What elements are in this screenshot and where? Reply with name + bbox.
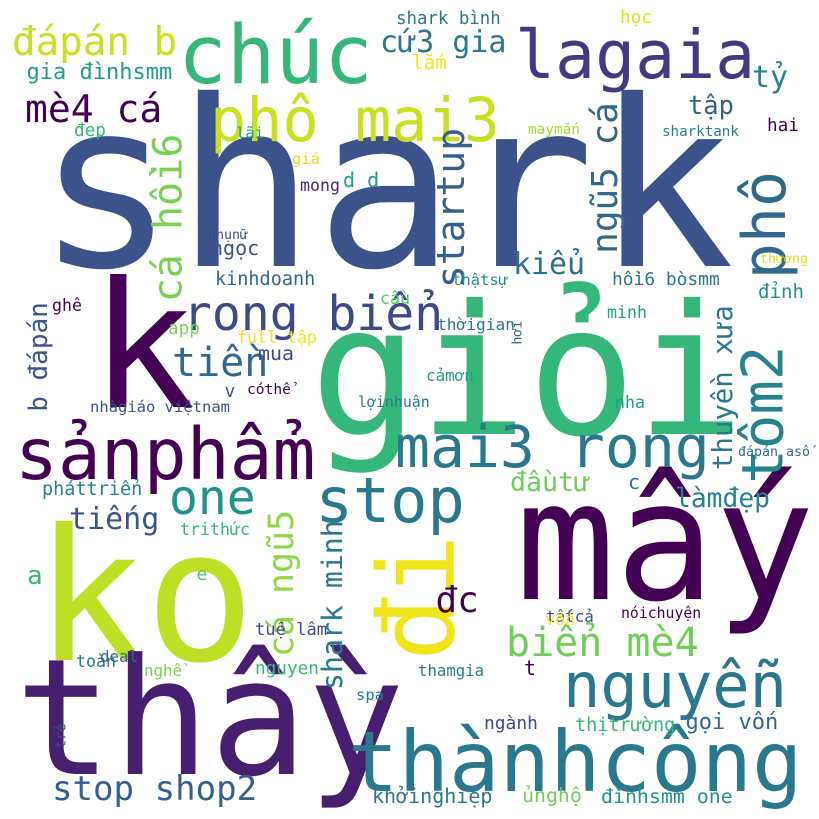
word: tiền [172, 340, 269, 386]
word: stop [315, 464, 465, 537]
word: stop shop2 [52, 769, 258, 809]
word: cá hồi6 [144, 133, 191, 302]
word: ghê [52, 295, 82, 315]
word: app [168, 319, 200, 339]
word: t [524, 656, 537, 680]
word: full tập [237, 327, 317, 347]
word: nóichuyện [621, 604, 702, 622]
word: thuyền xưa [707, 305, 739, 471]
word: tập [688, 89, 734, 120]
word: thậtsự [452, 271, 508, 289]
word: hồi6 bòsmm [612, 269, 720, 290]
word: kiểu [513, 247, 585, 282]
word: lắm [412, 50, 447, 74]
word: cảmơn [426, 366, 474, 385]
word: tôm2 [729, 345, 797, 484]
word: gọi vốn [685, 710, 779, 735]
word: biển mè4 [506, 620, 699, 666]
word: nguyen [255, 659, 319, 679]
word: đìnhsmm one [601, 785, 733, 808]
word: mấy [515, 445, 815, 639]
word: tuệ lâm [255, 619, 328, 640]
word: đẹp [74, 121, 106, 141]
word: khởinghiệp [372, 784, 493, 808]
word: startup [429, 127, 474, 288]
word: cứ3 gia [380, 25, 507, 60]
word: thịtrường [575, 714, 676, 736]
word: học [620, 8, 652, 28]
word: mè4 cá [25, 87, 163, 131]
word: e [196, 564, 208, 585]
word: toàn [76, 651, 116, 671]
word: đc [435, 580, 479, 621]
word: sharktank [662, 124, 739, 140]
word: ngành [484, 713, 538, 734]
word: b đápán [23, 301, 54, 412]
word: tiếng [69, 502, 160, 537]
word: hai [767, 116, 799, 136]
word: cầu [380, 288, 410, 308]
word: sảnphẩm [15, 412, 316, 496]
word: trẻ [53, 722, 70, 748]
word: lãi [236, 124, 264, 142]
word: ngọc [211, 236, 260, 260]
word: chúc [178, 8, 373, 103]
word: đápán b [12, 19, 178, 65]
word: c [628, 470, 641, 494]
word: vốn [545, 609, 575, 629]
word: làmđẹp [675, 484, 770, 514]
word: one [169, 470, 256, 526]
word: minh [607, 302, 647, 322]
word: cóthể [247, 380, 291, 398]
word: mong [300, 175, 340, 195]
word: mai3 rong [395, 413, 710, 481]
word: đỉnh [758, 279, 804, 303]
word: đápán asố [738, 444, 811, 460]
word: deal [100, 647, 139, 666]
word: rong biển [183, 286, 444, 342]
word: phô mai3 [210, 86, 500, 156]
word: tấtcả [546, 607, 594, 626]
word: v [224, 381, 236, 402]
word: hơi [510, 320, 526, 345]
word: kinhdoanh [215, 268, 316, 290]
word: thương [760, 251, 809, 267]
word: mua [258, 342, 294, 365]
word: thamgia [418, 661, 485, 680]
word: k [90, 246, 196, 449]
word: đầutư [510, 466, 591, 498]
word: gia đìnhsmm [26, 60, 173, 85]
word: thầy [15, 625, 405, 813]
word: nhàgiáo việtnam [90, 398, 230, 416]
word: phụnữ [208, 227, 249, 243]
word: ủnghộ [522, 784, 582, 807]
word: thờigian [437, 315, 515, 334]
word: maymắn [528, 122, 580, 138]
word: spa [356, 686, 384, 704]
word: ko [34, 491, 256, 704]
word: nha [615, 392, 645, 412]
word: lagaia [515, 15, 756, 94]
word: thànhcông [348, 712, 803, 811]
word: tỷ [752, 60, 789, 95]
word: giỏi [310, 266, 745, 477]
word: nghề [144, 661, 183, 680]
word: lợinhuận [358, 392, 430, 411]
word: a [27, 561, 43, 591]
word: giá [292, 150, 320, 168]
word: shark minh [315, 520, 349, 690]
word: pháttriển [42, 478, 143, 500]
word: d d [343, 168, 380, 192]
word: trithức [180, 519, 250, 539]
word: ngũ5 cá [584, 101, 626, 254]
word: shark [36, 51, 735, 321]
word: nguyễn [563, 649, 787, 722]
word: shark bình [396, 8, 501, 29]
